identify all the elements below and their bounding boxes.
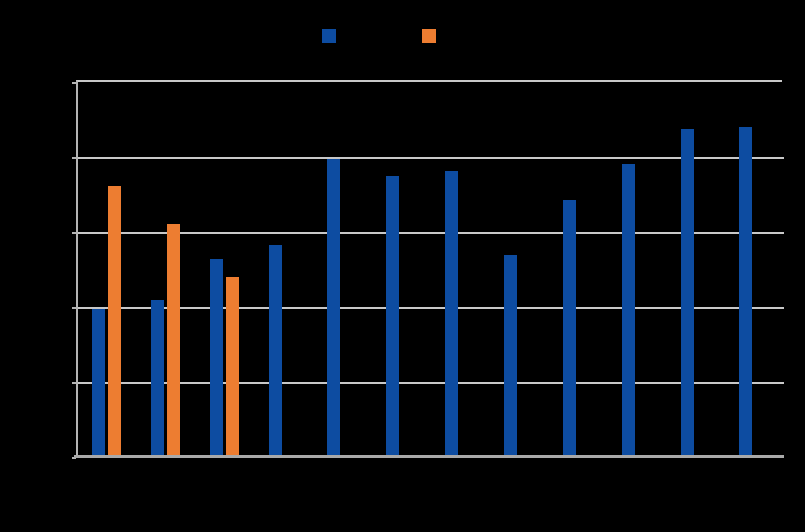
bar-series-1-group-3 (209, 259, 223, 457)
bar-series-2-group-3 (225, 277, 239, 457)
x-axis-line (74, 455, 784, 458)
y-axis-tick (72, 157, 76, 159)
bar-series-1-group-2 (150, 299, 164, 457)
y-axis-tick (72, 82, 76, 84)
y-gridline (78, 307, 784, 309)
bar-series-1-group-6 (386, 175, 400, 457)
bar-series-1-group-10 (621, 163, 635, 457)
y-axis-tick (72, 307, 76, 309)
x-axis-labels (76, 462, 782, 502)
bar-series-1-group-7 (445, 170, 459, 457)
legend-swatch-series-2-icon (422, 29, 436, 43)
bar-series-1-group-11 (680, 128, 694, 457)
plot-area (72, 80, 784, 459)
bar-series-1-group-8 (503, 254, 517, 457)
bar-series-1-group-9 (562, 199, 576, 457)
y-gridline (78, 382, 784, 384)
y-axis-tick (72, 232, 76, 234)
legend-item-series-1 (322, 29, 342, 43)
bar-series-1-group-4 (268, 244, 282, 457)
y-gridline (78, 157, 784, 159)
legend-swatch-series-1-icon (322, 29, 336, 43)
legend-item-series-2 (422, 29, 442, 43)
bar-series-1-group-12 (739, 127, 753, 457)
bar-series-2-group-1 (108, 186, 121, 457)
bar-series-1-group-1 (92, 309, 105, 457)
y-axis-tick (72, 457, 76, 459)
bar-series-1-group-5 (327, 159, 341, 457)
y-axis-tick (72, 382, 76, 384)
chart-title (0, 2, 805, 24)
bar-series-2-group-2 (166, 223, 180, 457)
y-gridline (78, 232, 784, 234)
